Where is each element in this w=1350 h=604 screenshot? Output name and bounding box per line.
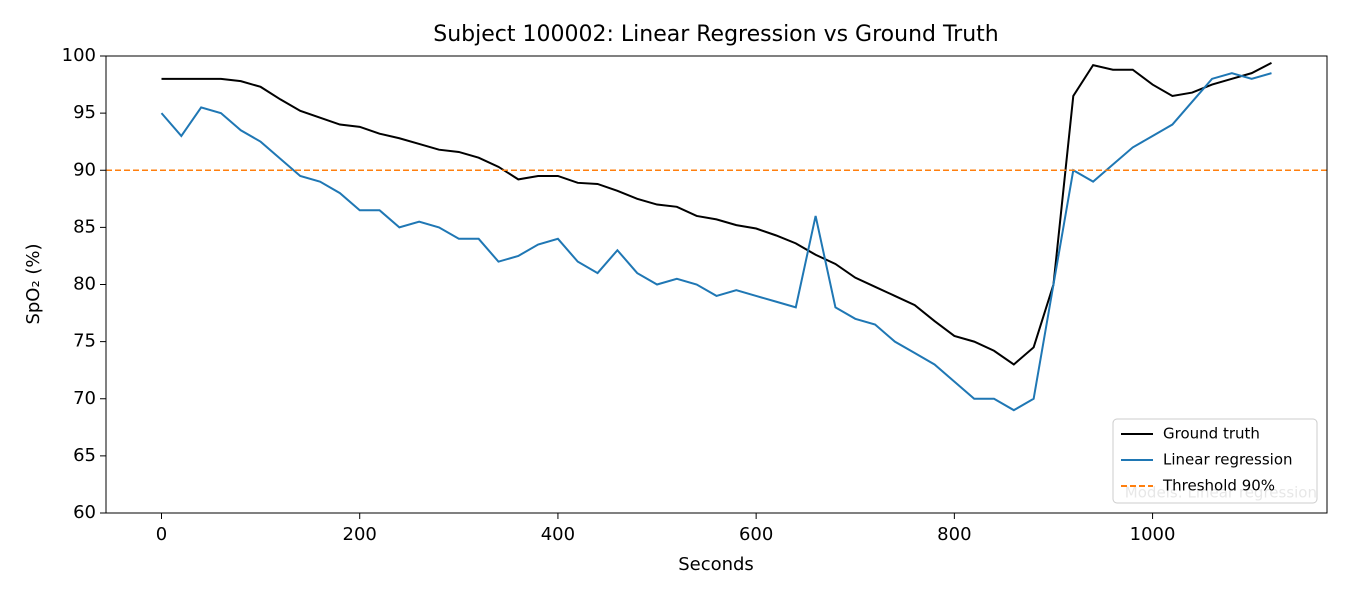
y-tick-label: 85: [73, 216, 96, 237]
chart-title: Subject 100002: Linear Regression vs Gro…: [433, 22, 998, 47]
y-tick-label: 65: [73, 445, 96, 466]
series-line: [161, 61, 1272, 366]
plot-frame: [105, 55, 1328, 514]
y-tick-label: 100: [62, 45, 96, 66]
series-line: [160, 72, 1272, 412]
x-axis-label: Seconds: [678, 554, 754, 575]
y-tick-label: 90: [73, 159, 96, 180]
y-tick-label: 80: [73, 274, 96, 295]
legend-label: Ground truth: [1163, 425, 1260, 443]
legend-label: Threshold 90%: [1162, 477, 1275, 495]
y-axis-label: SpO₂ (%): [23, 243, 44, 324]
y-tick-label: 60: [73, 502, 96, 523]
y-tick-label: 75: [73, 331, 96, 352]
x-tick-label: 600: [739, 524, 773, 545]
x-tick-label: 0: [156, 524, 167, 545]
x-tick-label: 1000: [1130, 524, 1176, 545]
x-tick-label: 800: [937, 524, 971, 545]
x-tick-label: 400: [541, 524, 575, 545]
y-tick-label: 70: [73, 388, 96, 409]
legend-box: [1112, 418, 1318, 504]
legend-label: Linear regression: [1163, 451, 1293, 469]
x-tick-label: 200: [343, 524, 377, 545]
y-tick-label: 95: [73, 102, 96, 123]
